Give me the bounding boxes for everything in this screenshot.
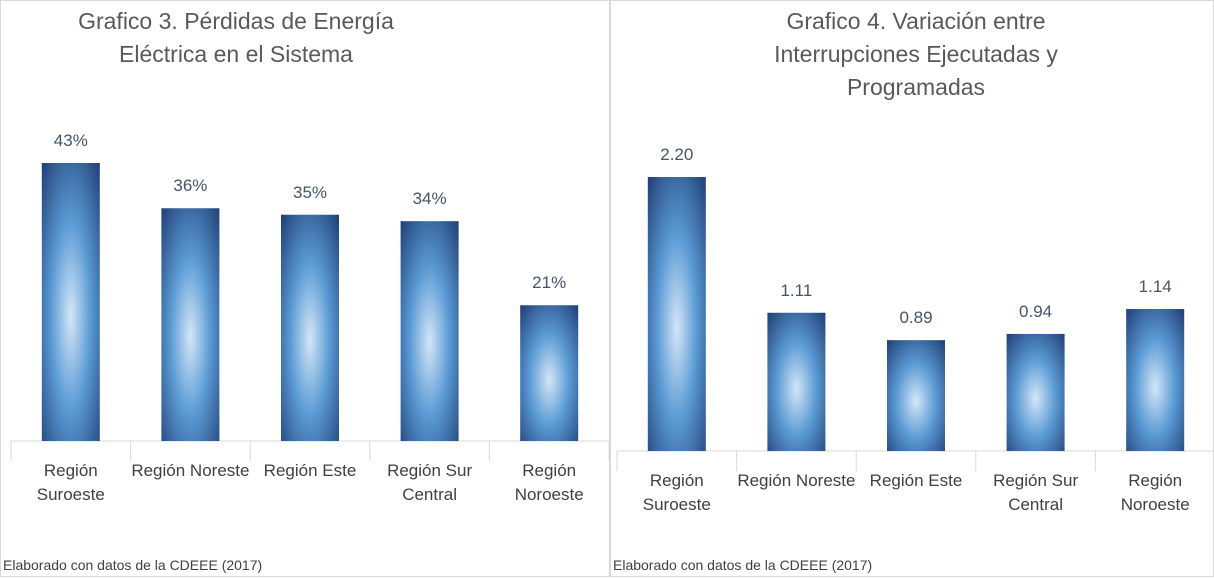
bar — [400, 221, 459, 441]
x-tick-label: Región Noroeste — [514, 461, 584, 504]
x-tick-label: Región Noreste — [131, 461, 250, 480]
chart-panel: Grafico 4. Variación entre Interrupcione… — [610, 0, 1214, 577]
x-tick-label: Región Este — [263, 461, 357, 480]
chart-panel: Grafico 3. Pérdidas de Energía Eléctrica… — [0, 0, 610, 577]
value-label: 0.94 — [1019, 301, 1053, 321]
bar — [161, 208, 220, 441]
value-label: 43% — [53, 131, 88, 150]
x-tick-label: Región Este — [869, 471, 963, 490]
x-tick-label: Región Suroeste — [642, 471, 711, 514]
x-tick-label: Región Noreste — [737, 471, 856, 490]
source-note: Elaborado con datos de la CDEEE (2017) — [3, 557, 263, 573]
value-label: 0.89 — [899, 308, 933, 328]
value-label: 1.14 — [1138, 277, 1172, 297]
value-label: 1.11 — [780, 280, 813, 300]
bar — [520, 305, 579, 441]
x-tick-label: Región Suroeste — [36, 461, 105, 504]
chart-title: Grafico 3. Pérdidas de Energía Eléctrica… — [78, 8, 394, 67]
chart — [10, 163, 609, 461]
chart — [616, 177, 1213, 471]
source-note: Elaborado con datos de la CDEEE (2017) — [613, 557, 873, 573]
bar — [1126, 309, 1185, 451]
bar — [647, 177, 706, 451]
value-label: 34% — [412, 189, 447, 209]
bar — [1006, 333, 1065, 451]
value-label: 21% — [532, 273, 567, 293]
chart-title: Grafico 4. Variación entre Interrupcione… — [774, 8, 1058, 100]
bar — [887, 340, 945, 451]
value-label: 35% — [292, 182, 328, 202]
x-tick-label: Región Sur Central — [387, 461, 473, 504]
bar — [281, 214, 339, 441]
bar — [41, 163, 100, 441]
x-tick-label: Región Sur Central — [993, 471, 1079, 514]
value-label: 2.20 — [660, 145, 694, 164]
x-tick-label: Región Noroeste — [1120, 471, 1190, 514]
bar — [767, 312, 826, 451]
value-label: 36% — [173, 176, 208, 196]
